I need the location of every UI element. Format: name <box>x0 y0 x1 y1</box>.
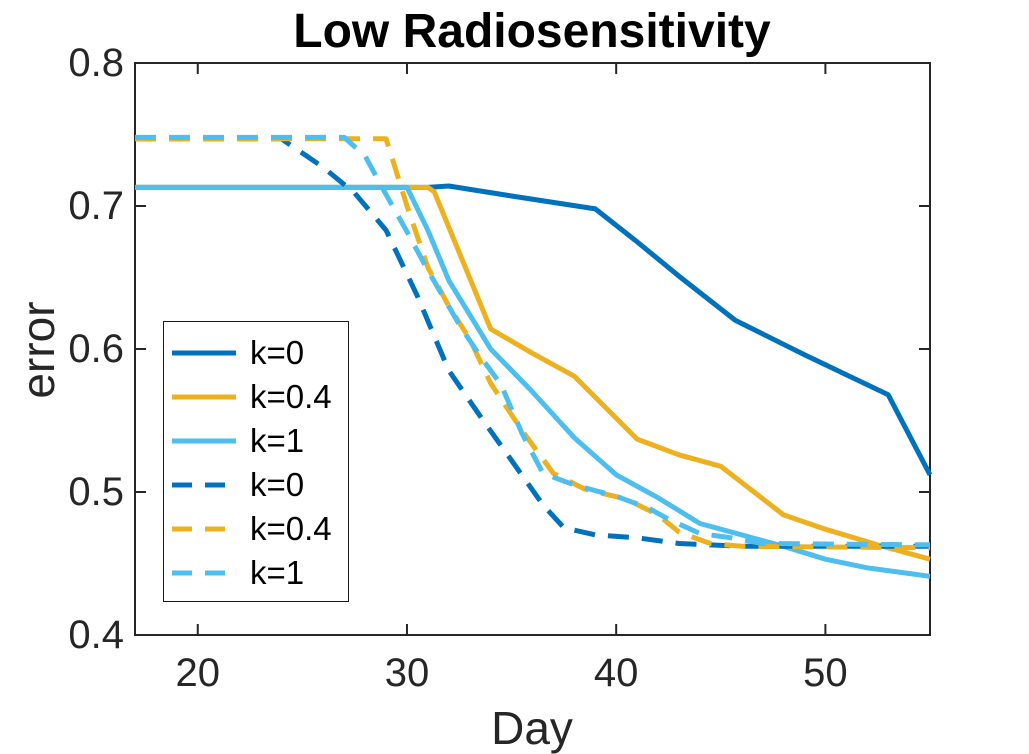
legend-entry-solid-k=0: k=0 <box>172 331 348 375</box>
x-axis-label: Day <box>491 702 573 754</box>
legend-entry-solid-k=0.4: k=0.4 <box>172 375 348 419</box>
legend-entry-dashed-k=0: k=0 <box>172 463 348 507</box>
legend-label: k=1 <box>250 554 305 591</box>
series-line-solid-k=0.4 <box>135 184 931 562</box>
y-tick-label: 0.8 <box>68 41 124 85</box>
y-tick-label: 0.6 <box>68 327 124 371</box>
series-line-solid-k=0 <box>135 183 933 476</box>
legend-line-sample <box>172 482 236 488</box>
legend-label: k=0 <box>250 334 305 371</box>
legend-line-sample <box>172 350 236 356</box>
legend: k=0 k=0.4 k=1 k=0 k=0.4 k=1 <box>163 321 349 602</box>
x-tick-label: 40 <box>593 651 639 695</box>
chart-title: Low Radiosensitivity <box>293 5 771 58</box>
legend-line-sample <box>172 526 236 532</box>
x-tick-label: 20 <box>175 651 221 695</box>
x-tick-label: 50 <box>803 651 848 695</box>
legend-entry-dashed-k=1: k=1 <box>172 551 348 595</box>
legend-label: k=1 <box>250 422 305 459</box>
legend-entry-solid-k=1: k=1 <box>172 419 348 463</box>
series-line-dashed-k=1 <box>135 134 931 548</box>
y-tick-label: 0.4 <box>68 613 124 657</box>
legend-line-sample <box>172 438 236 444</box>
series-line-dashed-k=0 <box>135 136 930 549</box>
y-tick-label: 0.5 <box>68 470 124 514</box>
legend-label: k=0.4 <box>250 378 332 415</box>
x-tick-label: 30 <box>384 651 430 695</box>
legend-line-sample <box>172 394 236 400</box>
series-line-dashed-k=0.4 <box>135 136 931 551</box>
legend-label: k=0.4 <box>250 510 332 547</box>
legend-label: k=0 <box>250 466 305 503</box>
series-line-solid-k=1 <box>135 184 931 579</box>
legend-entry-dashed-k=0.4: k=0.4 <box>172 507 348 551</box>
y-tick-label: 0.7 <box>68 184 124 228</box>
legend-line-sample <box>172 570 236 576</box>
